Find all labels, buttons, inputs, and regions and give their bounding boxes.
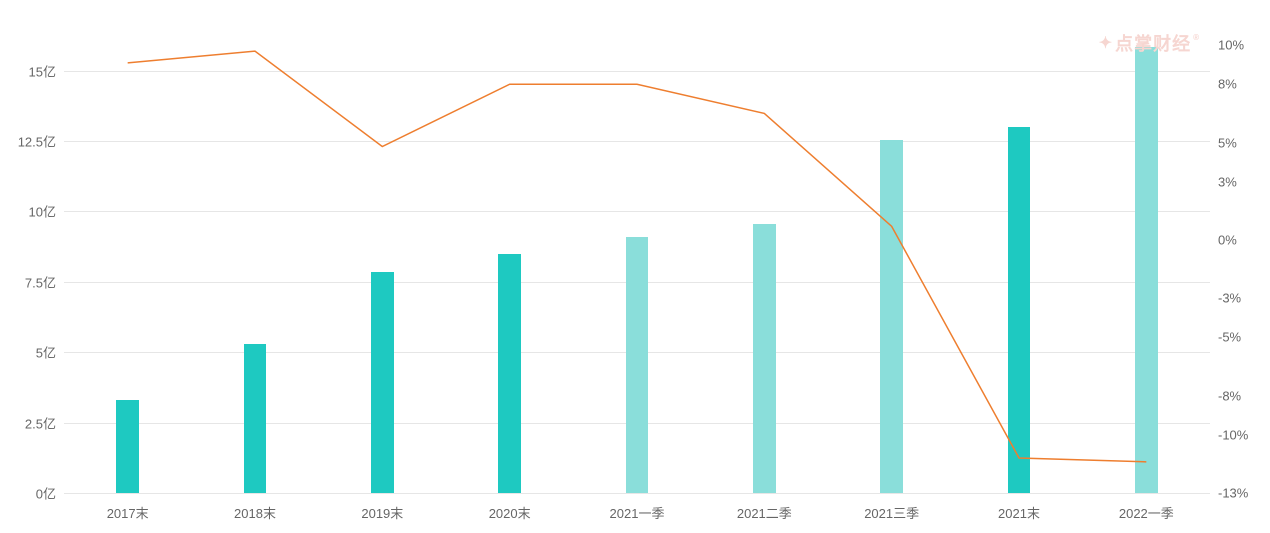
y-right-tick: 8% xyxy=(1210,77,1237,92)
watermark-registered: ® xyxy=(1193,33,1200,42)
plot-area: 0亿2.5亿5亿7.5亿10亿12.5亿15亿-13%-10%-8%-5%-3%… xyxy=(64,20,1210,493)
combo-chart: 0亿 2.5亿 5亿 7.5亿 10亿 12.5亿 15亿 -13% -10% -8% -5% -3%… xyxy=(0,0,1270,533)
x-tick: 2019末 xyxy=(361,493,403,522)
y-right-tick: 3% xyxy=(1210,174,1237,189)
y-right-tick: -8% xyxy=(1210,388,1241,403)
y-left-tick: 2.5亿 xyxy=(25,413,64,432)
x-tick: 2018末 xyxy=(234,493,276,522)
line-series xyxy=(64,20,1210,493)
y-left-tick: 10亿 xyxy=(29,202,64,221)
x-tick: 2020末 xyxy=(489,493,531,522)
y-right-tick: -3% xyxy=(1210,291,1241,306)
y-left-tick: 15亿 xyxy=(29,61,64,80)
y-right-tick: -10% xyxy=(1210,427,1248,442)
y-left-tick: 5亿 xyxy=(36,343,64,362)
watermark: ✦ 点掌财经 ® xyxy=(1099,30,1200,56)
y-right-tick: 10% xyxy=(1210,38,1244,53)
x-tick: 2021末 xyxy=(998,493,1040,522)
x-tick: 2021二季 xyxy=(737,493,792,522)
watermark-icon: ✦ xyxy=(1099,33,1113,53)
y-right-tick: 0% xyxy=(1210,232,1237,247)
watermark-text: 点掌财经 xyxy=(1115,30,1191,56)
x-tick: 2022一季 xyxy=(1119,493,1174,522)
y-left-tick: 12.5亿 xyxy=(18,132,64,151)
y-right-tick: -5% xyxy=(1210,330,1241,345)
x-tick: 2021一季 xyxy=(610,493,665,522)
x-tick: 2017末 xyxy=(107,493,149,522)
y-right-tick: 5% xyxy=(1210,135,1237,150)
y-left-tick: 0亿 xyxy=(36,484,64,503)
y-right-tick: -13% xyxy=(1210,486,1248,501)
y-left-tick: 7.5亿 xyxy=(25,272,64,291)
x-tick: 2021三季 xyxy=(864,493,919,522)
